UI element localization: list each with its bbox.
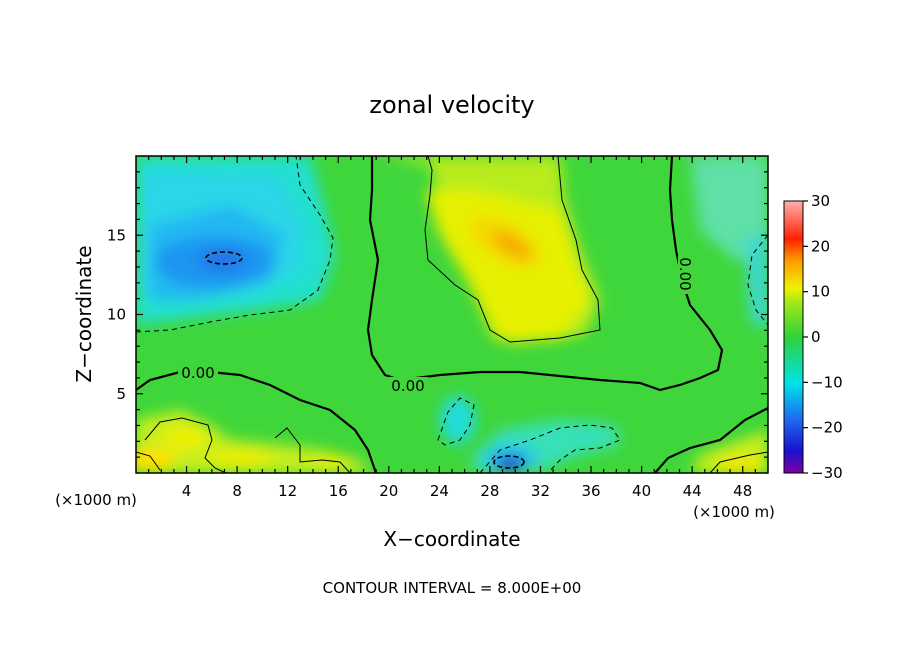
plot-area bbox=[136, 156, 768, 473]
x-unit-right: (×1000 m) bbox=[693, 503, 775, 521]
x-tick-label: 20 bbox=[379, 482, 398, 500]
colorbar-ticks bbox=[803, 200, 808, 474]
x-tick-label: 44 bbox=[683, 482, 702, 500]
x-tick-label: 48 bbox=[733, 482, 752, 500]
contour-label-bg bbox=[388, 377, 428, 393]
chart-title: zonal velocity bbox=[369, 91, 534, 119]
x-tick-label: 24 bbox=[430, 482, 449, 500]
contour-label: 0.00 bbox=[676, 257, 694, 290]
colorbar-gradient bbox=[783, 200, 804, 474]
colorbar-tick-label: −30 bbox=[811, 464, 843, 482]
x-tick-label: 40 bbox=[632, 482, 651, 500]
colorbar-tick-label: 20 bbox=[811, 237, 830, 255]
y-tick-labels: 5 10 15 bbox=[107, 226, 126, 403]
x-tick-label: 16 bbox=[329, 482, 348, 500]
colorbar-tick-label: −10 bbox=[811, 373, 843, 391]
y-tick-label: 5 bbox=[116, 385, 126, 403]
colorbar-tick-label: −20 bbox=[811, 419, 843, 437]
x-axis-ticks bbox=[148, 156, 756, 473]
x-tick-labels: 4 8 12 16 20 24 28 32 36 40 44 48 bbox=[182, 482, 752, 500]
contour-interval-note: CONTOUR INTERVAL = 8.000E+00 bbox=[323, 579, 582, 597]
colorbar-tick-label: 30 bbox=[811, 192, 830, 210]
contour-label-bg bbox=[678, 254, 694, 294]
x-tick-label: 28 bbox=[480, 482, 499, 500]
contour-label: 0.00 bbox=[391, 377, 424, 395]
contour-labels: 0.00 0.00 0.00 bbox=[178, 254, 694, 395]
colorbar: 30 20 10 0 −10 −20 −30 bbox=[783, 192, 843, 482]
color-field bbox=[136, 156, 768, 473]
y-axis-title: Z−coordinate bbox=[72, 245, 96, 382]
x-tick-label: 4 bbox=[182, 482, 192, 500]
colorbar-tick-label: 0 bbox=[811, 328, 821, 346]
x-axis-title: X−coordinate bbox=[383, 527, 520, 551]
y-axis-ticks bbox=[136, 171, 768, 458]
y-tick-label: 10 bbox=[107, 306, 126, 324]
x-tick-label: 8 bbox=[232, 482, 242, 500]
x-tick-label: 32 bbox=[531, 482, 550, 500]
colorbar-tick-label: 10 bbox=[811, 283, 830, 301]
contour-label: 0.00 bbox=[181, 364, 214, 382]
x-tick-label: 36 bbox=[581, 482, 600, 500]
x-unit-left: (×1000 m) bbox=[55, 491, 137, 509]
x-tick-label: 12 bbox=[278, 482, 297, 500]
y-tick-label: 15 bbox=[107, 226, 126, 244]
contour-label-bg bbox=[178, 364, 218, 380]
